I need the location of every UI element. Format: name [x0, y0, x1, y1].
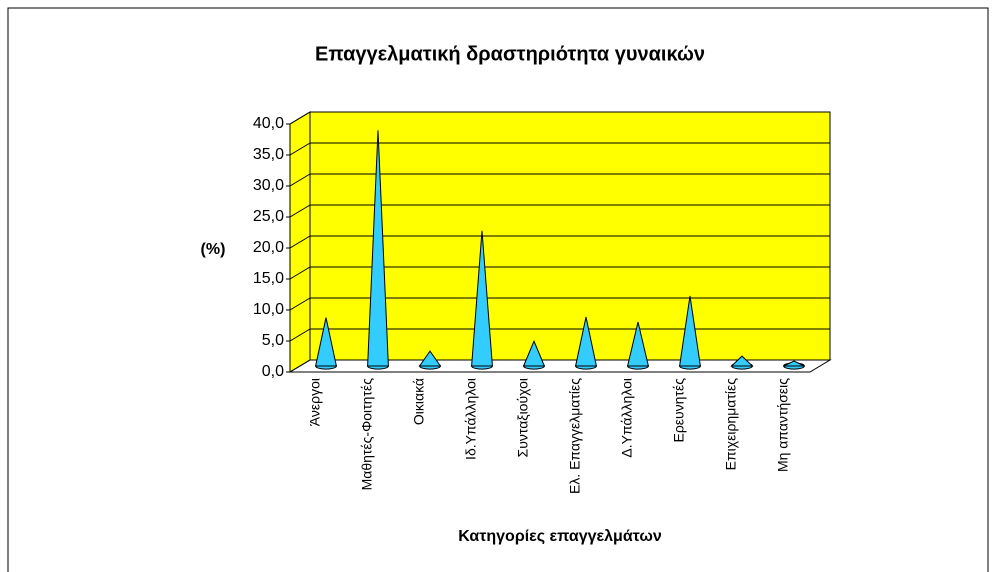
- grid-line: [289, 328, 311, 342]
- x-axis-title: Κατηγορίες επαγγελμάτων: [458, 528, 662, 545]
- cone-part: [574, 316, 598, 367]
- cone-part: [367, 130, 389, 367]
- y-tick-label: 20,0: [253, 239, 284, 256]
- grid-line: [289, 297, 311, 311]
- x-tick-label: Άνεργοι: [307, 378, 323, 426]
- cone: [367, 130, 389, 370]
- cone: [471, 230, 493, 370]
- cone: [783, 360, 805, 370]
- grid-line: [289, 266, 311, 280]
- x-tick-label: Συνταξιούχοι: [515, 378, 531, 457]
- cone-part: [471, 230, 493, 367]
- cone-part: [418, 350, 442, 367]
- cone-part: [522, 339, 546, 367]
- x-tick-label: Ελ. Επαγγελματίες: [567, 378, 583, 494]
- grid-line: [289, 235, 311, 249]
- x-tick-label: Μη απαντήσεις: [775, 378, 791, 472]
- x-tick-label: Δ.Υπάλληλοι: [619, 378, 635, 458]
- y-tick-label: 10,0: [253, 301, 284, 318]
- cone-part: [730, 355, 754, 367]
- y-tick-label: 0,0: [262, 363, 284, 380]
- x-tick-label: Οικιακά: [411, 378, 427, 425]
- grid-line: [289, 204, 311, 218]
- x-tick-label: Ιδ.Υπάλληλοι: [463, 378, 479, 460]
- cone: [522, 339, 546, 370]
- cone: [626, 321, 650, 370]
- grid-line: [289, 142, 311, 156]
- y-axis-title: (%): [201, 241, 226, 258]
- x-tick-label: Ερευνητές: [671, 378, 687, 443]
- cone: [418, 350, 442, 370]
- y-tick-label: 30,0: [253, 177, 284, 194]
- cone: [314, 317, 338, 370]
- cone: [679, 295, 701, 370]
- cone-part: [626, 321, 650, 367]
- cone-part: [679, 295, 701, 367]
- grid-line: [289, 359, 311, 373]
- y-tick-label: 35,0: [253, 146, 284, 163]
- x-tick-label: Επιχειρηματίες: [723, 378, 739, 471]
- y-tick-label: 25,0: [253, 208, 284, 225]
- cone-part: [314, 317, 338, 367]
- y-tick-label: 40,0: [253, 115, 284, 132]
- x-tick-label: Μαθητές-Φοιτητές: [359, 378, 375, 491]
- cone: [730, 355, 754, 370]
- y-tick-label: 5,0: [262, 332, 284, 349]
- y-tick-label: 15,0: [253, 270, 284, 287]
- grid-line: [289, 173, 311, 187]
- cone-part: [783, 360, 805, 367]
- chart-title: Επαγγελματική δραστηριότητα γυναικών: [315, 43, 705, 65]
- grid-line: [289, 111, 311, 125]
- cone: [574, 316, 598, 370]
